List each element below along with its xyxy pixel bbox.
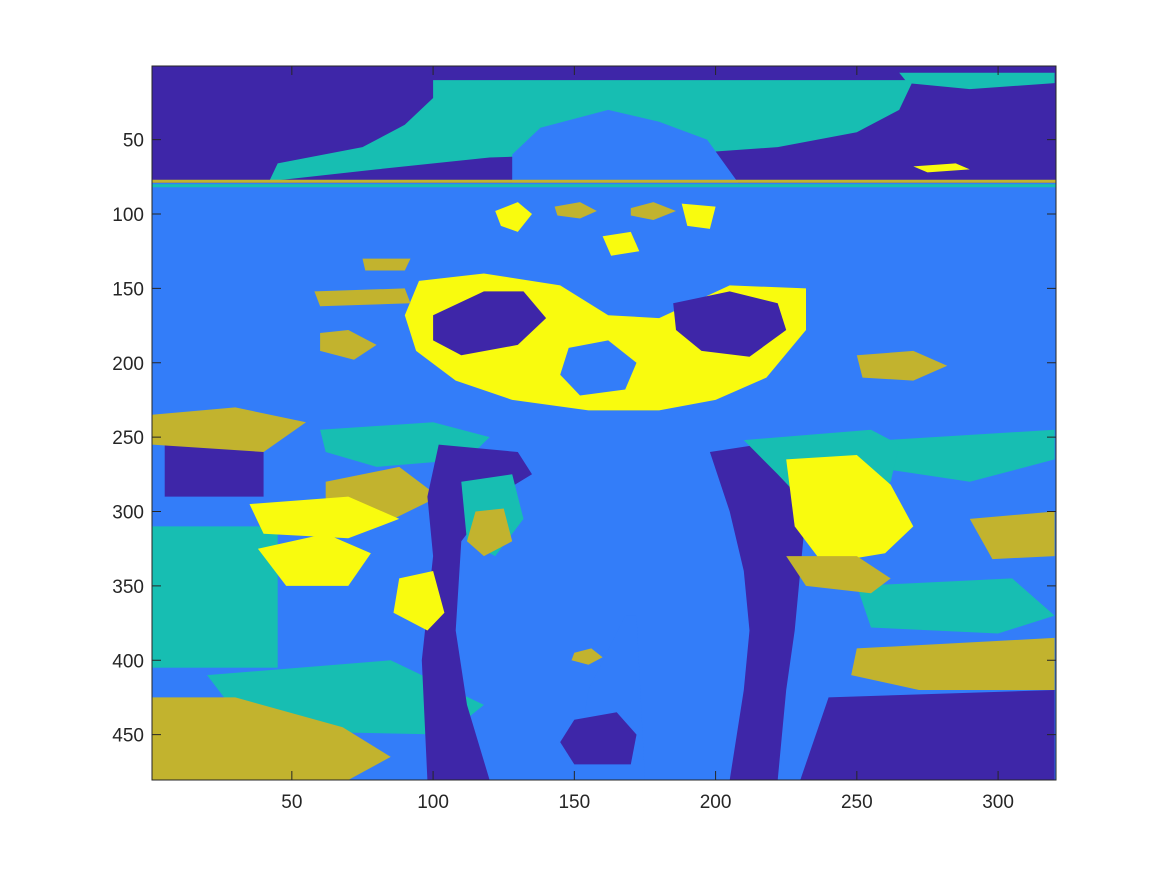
heatmap-region-16 [851,637,1055,690]
heatmap-region-37 [495,202,532,232]
y-tick-label: 100 [112,205,144,226]
y-tick-label: 450 [112,726,144,747]
heatmap-region-33 [314,288,411,307]
heatmap-region-2 [899,72,1055,90]
y-tick-label: 400 [112,651,144,672]
axes-box [151,65,1057,781]
heatmap-region-11 [249,496,400,539]
heatmap-region-26 [393,571,445,631]
heatmap-region-30 [560,340,637,396]
heatmap-region-5 [152,526,278,668]
y-tick-label: 350 [112,577,144,598]
heatmap-region-23 [786,556,891,594]
x-axis-ticks: 50 100 150 200 250 300 [281,66,1014,813]
heatmap-region-42 [152,184,1056,188]
heatmap-region-34 [362,258,411,271]
heatmap-region-28 [433,291,547,356]
y-axis-ticks: 50 100 150 200 250 300 350 400 450 [112,131,1056,747]
x-tick-label: 200 [700,792,732,813]
heatmap-region-29 [673,291,787,357]
heatmap-region-8 [152,697,391,780]
x-tick-label: 150 [558,792,590,813]
x-tick-label: 300 [982,792,1014,813]
heatmap-region-19 [421,444,532,780]
heatmap-region-35 [554,202,597,219]
heatmap-region-40 [560,712,637,765]
heatmap-region-17 [800,690,1055,780]
heatmap-region-32 [856,350,948,381]
heatmap-region-12 [152,407,306,452]
x-tick-label: 50 [281,792,302,813]
heatmap-region-22 [786,455,914,564]
y-tick-label: 200 [112,354,144,375]
heatmap-region-43 [152,179,1056,183]
heatmap-region-20 [709,444,806,780]
heatmap-region-6 [257,533,371,586]
heatmap-region-31 [320,330,377,360]
y-tick-label: 300 [112,503,144,524]
y-tick-label: 150 [112,279,144,300]
heatmap-region-36 [630,202,676,220]
heatmap-regions [152,66,1056,780]
heatmap-region-3 [512,109,739,183]
heatmap-region-13 [885,429,1055,482]
y-tick-label: 250 [112,428,144,449]
heatmap-region-14 [969,511,1055,560]
heatmap-region-41 [571,648,603,665]
heatmap-region-25 [467,508,513,557]
y-tick-label: 50 [123,131,144,152]
heatmap-region-38 [681,203,716,229]
x-tick-label: 250 [841,792,873,813]
heatmap-area[interactable] [152,66,1056,780]
heatmap-region-39 [602,231,640,256]
heatmap-region-44 [913,163,970,173]
heatmap-region-15 [856,578,1055,634]
x-tick-label: 100 [417,792,449,813]
